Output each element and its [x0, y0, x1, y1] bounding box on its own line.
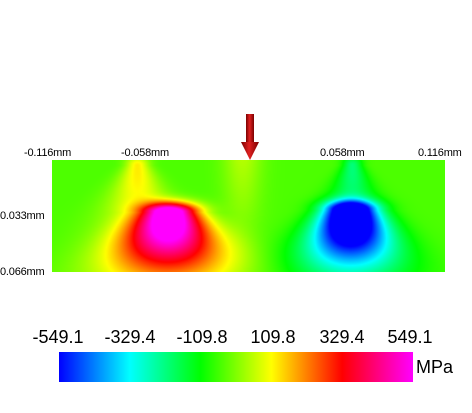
load-arrow-down-icon — [241, 114, 259, 160]
colorbar-label: -549.1 — [32, 327, 84, 347]
arrow-shaft — [246, 114, 254, 144]
y-tick-label: 0.033mm — [0, 210, 45, 222]
stress-contour-plot — [52, 160, 445, 272]
x-tick-label: 0.058mm — [320, 147, 365, 159]
colorbar-label: 329.4 — [319, 327, 365, 347]
x-tick-label: 0.116mm — [418, 147, 462, 159]
x-tick-label: -0.116mm — [24, 147, 72, 159]
colorbar — [59, 352, 413, 382]
colorbar-label: -329.4 — [104, 327, 156, 347]
y-tick-label: 0.066mm — [0, 266, 45, 278]
arrow-head — [241, 142, 259, 160]
colorbar-label: 109.8 — [250, 327, 296, 347]
colorbar-label: -109.8 — [176, 327, 228, 347]
colorbar-unit: MPa — [416, 357, 454, 377]
colorbar-label: 549.1 — [387, 327, 433, 347]
x-tick-label: -0.058mm — [121, 147, 169, 159]
